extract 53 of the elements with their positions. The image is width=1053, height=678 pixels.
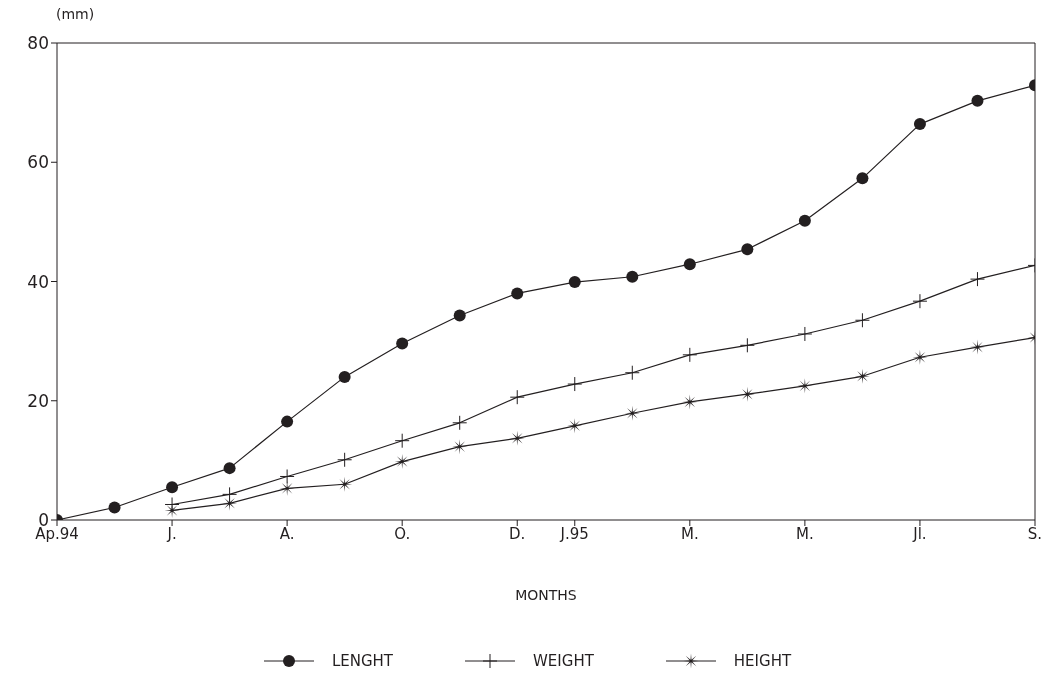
x-tick-label: J.95 [559,524,589,543]
point [337,452,353,468]
point [568,276,581,289]
point [682,347,698,363]
point [798,214,811,227]
x-tick-label: S. [1027,524,1043,543]
x-tick-label: M. [796,524,814,543]
y-tick-label: 60 [27,152,49,173]
point [166,481,179,494]
x-axis-title: MONTHS [515,587,577,603]
y-axis-title: (mm) [56,6,95,22]
point [626,270,639,283]
x-tick-label: J. [166,524,177,543]
legend-label: HEIGHT [733,652,792,670]
point [452,415,468,431]
x-tick-label: Jl. [912,524,927,543]
point [854,312,870,328]
point [913,118,926,131]
point [222,495,238,511]
point [108,501,121,514]
point [396,337,409,350]
point [509,389,525,405]
point [971,94,984,107]
point [279,468,295,484]
x-tick-label: M. [680,524,699,543]
point [338,370,351,383]
x-tick-label: O. [394,524,411,543]
legend-label: LENGHT [331,652,394,670]
point [741,243,754,256]
point [281,415,294,428]
point [739,337,755,353]
point [969,271,985,287]
point [452,439,468,455]
point [797,326,813,342]
point [624,405,640,421]
y-tick-label: 80 [27,33,49,54]
point [912,293,928,309]
point [624,365,640,381]
point [223,462,236,475]
point [856,172,869,185]
legend-label: WEIGHT [533,652,594,670]
point [453,309,466,322]
point [683,258,696,271]
y-tick-label: 20 [27,390,49,411]
point [567,418,583,434]
point [567,376,583,392]
x-tick-label: A. [279,524,295,543]
point [509,430,525,446]
point [511,287,524,300]
point [854,368,870,384]
y-tick-label: 40 [27,271,49,292]
point [394,433,410,449]
x-tick-label: D. [509,524,526,543]
